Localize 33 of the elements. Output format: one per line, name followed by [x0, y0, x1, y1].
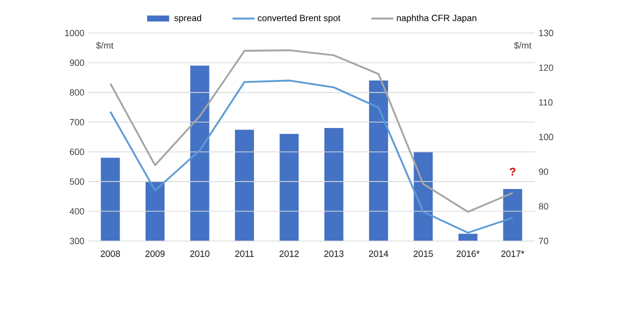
- y-tick-label: 300: [70, 238, 84, 244]
- legend-label: converted Brent spot: [258, 14, 340, 23]
- x-tick-label: 2013: [324, 250, 344, 257]
- y2-tick-label: 120: [539, 64, 554, 71]
- x-tick-label: 2008: [100, 250, 120, 257]
- y-tick-label: 600: [70, 148, 84, 156]
- legend-label: spread: [174, 14, 202, 23]
- line-series: [109, 49, 514, 213]
- x-tick-label: 2016*: [456, 250, 480, 257]
- line-series: [109, 80, 514, 234]
- x-tick-label: 2017*: [501, 250, 524, 257]
- y-tick-label: 900: [70, 60, 84, 66]
- x-tick-label: 2012: [280, 250, 299, 257]
- annotation: ?: [510, 168, 516, 176]
- x-tick-label: 2011: [235, 250, 254, 257]
- y2-tick-label: 90: [538, 168, 548, 175]
- y2-tick-label: 110: [539, 99, 553, 106]
- y-tick-label: 800: [70, 89, 84, 96]
- y-tick-label: 700: [70, 118, 84, 126]
- x-tick-label: 2015: [414, 250, 433, 257]
- y-tick-label: 400: [70, 208, 84, 214]
- y2-tick-label: 130: [539, 30, 554, 36]
- y2-tick-label: 100: [539, 134, 554, 140]
- x-tick-label: 2014: [369, 250, 388, 257]
- y2-axis-title: $/mt: [514, 42, 532, 50]
- y2-tick-label: 80: [538, 203, 548, 210]
- y-tick-label: 1000: [65, 30, 84, 36]
- y-axis-title: $/mt: [96, 42, 114, 50]
- x-tick-label: 2009: [145, 250, 165, 257]
- legend-label: naphtha CFR Japan: [396, 14, 476, 23]
- y2-tick-label: 70: [538, 238, 548, 244]
- y-tick-label: 500: [70, 178, 84, 185]
- x-tick-label: 2010: [190, 250, 210, 257]
